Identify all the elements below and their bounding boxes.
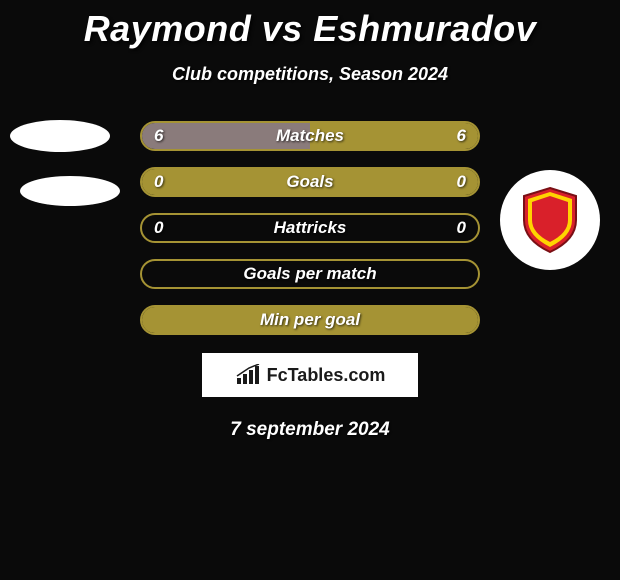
bar-label: Matches [276, 126, 344, 146]
stat-bar: 6 6 Matches [140, 121, 480, 151]
bar-value-left: 0 [154, 218, 163, 238]
bar-label: Goals [286, 172, 333, 192]
bar-value-right: 6 [457, 126, 466, 146]
shield-icon [520, 186, 580, 254]
bar-value-right: 0 [457, 172, 466, 192]
player-left-flag-1 [10, 120, 110, 152]
player-left-flag-2 [20, 176, 120, 206]
bar-value-right: 0 [457, 218, 466, 238]
site-attribution: FcTables.com [202, 353, 418, 397]
stat-bar: 0 0 Hattricks [140, 213, 480, 243]
bar-label: Min per goal [260, 310, 360, 330]
stat-bar: 0 0 Goals [140, 167, 480, 197]
stat-bar: Min per goal [140, 305, 480, 335]
comparison-card: Raymond vs Eshmuradov Club competitions,… [0, 0, 620, 580]
site-label: FcTables.com [267, 365, 386, 386]
bar-label: Hattricks [274, 218, 347, 238]
bar-value-left: 0 [154, 172, 163, 192]
bar-label: Goals per match [243, 264, 376, 284]
date-label: 7 september 2024 [0, 419, 620, 441]
player-right-club-badge [500, 170, 600, 270]
page-title: Raymond vs Eshmuradov [0, 0, 620, 50]
bar-value-left: 6 [154, 126, 163, 146]
bar-chart-icon [235, 364, 263, 386]
subtitle: Club competitions, Season 2024 [0, 64, 620, 85]
stat-bar: Goals per match [140, 259, 480, 289]
